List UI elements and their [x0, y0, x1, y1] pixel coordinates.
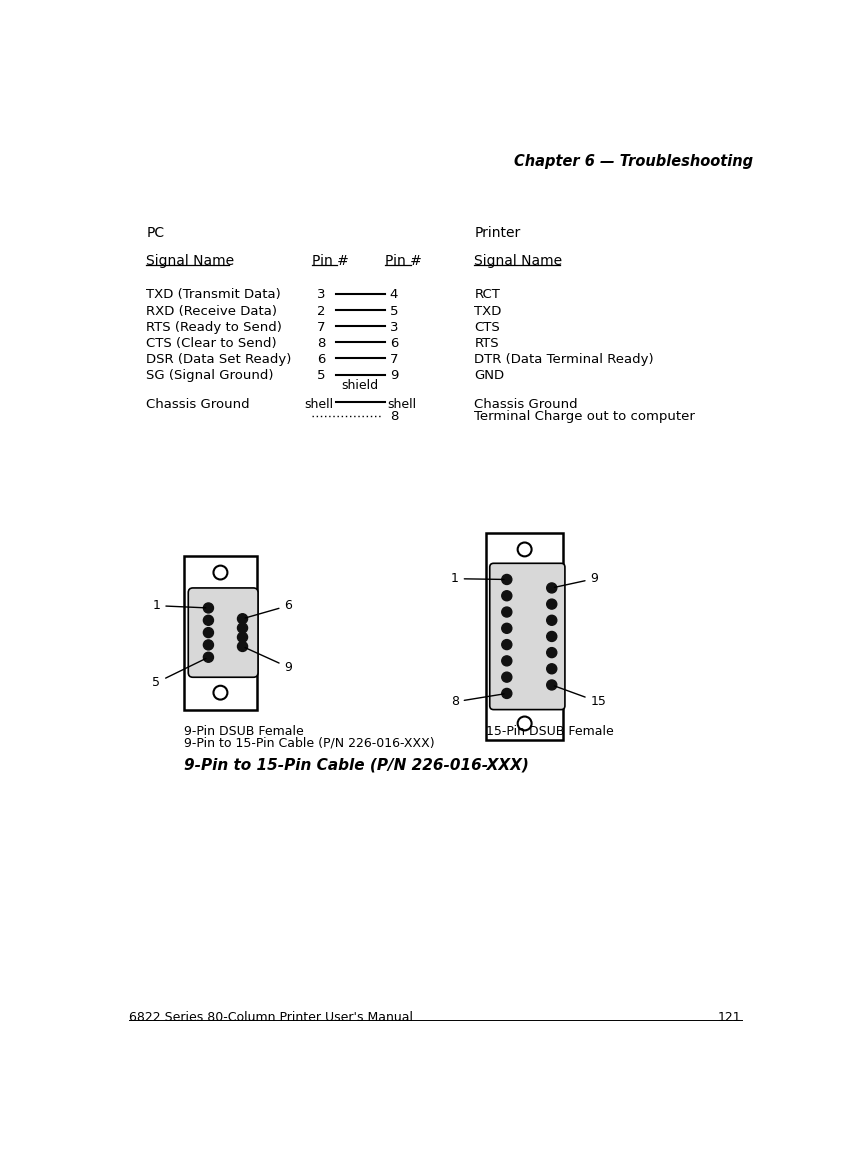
Text: 6822 Series 80-Column Printer User's Manual: 6822 Series 80-Column Printer User's Man… — [129, 1011, 413, 1024]
Text: CTS: CTS — [475, 320, 500, 333]
Circle shape — [502, 607, 512, 617]
Text: 6: 6 — [245, 599, 292, 617]
Circle shape — [502, 640, 512, 650]
Circle shape — [547, 680, 557, 690]
Circle shape — [204, 603, 213, 613]
Circle shape — [547, 631, 557, 642]
Text: SG (Signal Ground): SG (Signal Ground) — [146, 369, 274, 382]
Text: Pin #: Pin # — [385, 254, 422, 268]
Circle shape — [238, 642, 248, 651]
Text: 9-Pin to 15-Pin Cable (P/N 226-016-XXX): 9-Pin to 15-Pin Cable (P/N 226-016-XXX) — [183, 757, 528, 772]
Text: shield: shield — [342, 380, 379, 393]
Text: Signal Name: Signal Name — [146, 254, 234, 268]
Text: 9: 9 — [554, 572, 599, 587]
Text: 15: 15 — [554, 686, 606, 708]
Circle shape — [238, 614, 248, 623]
Circle shape — [502, 656, 512, 666]
Text: 6: 6 — [390, 337, 398, 350]
Text: 9-Pin to 15-Pin Cable (P/N 226-016-XXX): 9-Pin to 15-Pin Cable (P/N 226-016-XXX) — [183, 736, 434, 749]
Text: 2: 2 — [317, 304, 325, 318]
Circle shape — [502, 672, 512, 683]
Circle shape — [204, 652, 213, 662]
Text: 121: 121 — [718, 1011, 742, 1024]
Text: 1: 1 — [451, 572, 504, 585]
Circle shape — [547, 664, 557, 673]
Text: 3: 3 — [317, 289, 325, 302]
Text: TXD: TXD — [475, 304, 502, 318]
Text: 7: 7 — [390, 353, 398, 366]
Text: 4: 4 — [390, 289, 398, 302]
Text: DTR (Data Terminal Ready): DTR (Data Terminal Ready) — [475, 353, 654, 366]
Circle shape — [547, 599, 557, 609]
Circle shape — [502, 591, 512, 601]
FancyBboxPatch shape — [490, 564, 565, 709]
Text: 5: 5 — [152, 658, 206, 690]
Text: 9: 9 — [390, 369, 398, 382]
Text: 15-Pin DSUB Female: 15-Pin DSUB Female — [486, 725, 614, 737]
Text: 1: 1 — [153, 599, 205, 612]
Text: Pin #: Pin # — [312, 254, 348, 268]
Text: 5: 5 — [317, 369, 325, 382]
Text: Printer: Printer — [475, 226, 520, 240]
Text: 9: 9 — [245, 648, 292, 673]
Circle shape — [204, 615, 213, 626]
Circle shape — [547, 648, 557, 657]
Circle shape — [502, 623, 512, 634]
Text: Chassis Ground: Chassis Ground — [146, 397, 250, 411]
Text: GND: GND — [475, 369, 504, 382]
Text: 8: 8 — [390, 410, 398, 423]
Text: RTS: RTS — [475, 337, 499, 350]
Text: RXD (Receive Data): RXD (Receive Data) — [146, 304, 278, 318]
Text: 7: 7 — [317, 320, 325, 333]
FancyBboxPatch shape — [188, 588, 258, 677]
Text: Chapter 6 — Troubleshooting: Chapter 6 — Troubleshooting — [514, 154, 753, 169]
Text: 8: 8 — [451, 694, 504, 708]
Text: PC: PC — [146, 226, 165, 240]
Circle shape — [502, 689, 512, 699]
Circle shape — [238, 623, 248, 633]
Circle shape — [238, 633, 248, 642]
Bar — [486, 532, 564, 741]
Text: Signal Name: Signal Name — [475, 254, 562, 268]
Text: 5: 5 — [390, 304, 398, 318]
Text: RTS (Ready to Send): RTS (Ready to Send) — [146, 320, 283, 333]
Text: CTS (Clear to Send): CTS (Clear to Send) — [146, 337, 277, 350]
Circle shape — [547, 615, 557, 626]
Text: shell: shell — [387, 397, 417, 411]
Text: Chassis Ground: Chassis Ground — [475, 397, 578, 411]
Text: DSR (Data Set Ready): DSR (Data Set Ready) — [146, 353, 292, 366]
Text: 9-Pin DSUB Female: 9-Pin DSUB Female — [183, 725, 303, 737]
Text: TXD (Transmit Data): TXD (Transmit Data) — [146, 289, 281, 302]
Circle shape — [547, 582, 557, 593]
Circle shape — [204, 640, 213, 650]
Circle shape — [204, 628, 213, 637]
Text: 6: 6 — [317, 353, 325, 366]
Text: 8: 8 — [317, 337, 325, 350]
Text: Terminal Charge out to computer: Terminal Charge out to computer — [475, 410, 695, 423]
Bar — [183, 556, 257, 709]
Text: RCT: RCT — [475, 289, 500, 302]
Text: 3: 3 — [390, 320, 398, 333]
Circle shape — [502, 574, 512, 585]
Text: shell: shell — [304, 397, 333, 411]
